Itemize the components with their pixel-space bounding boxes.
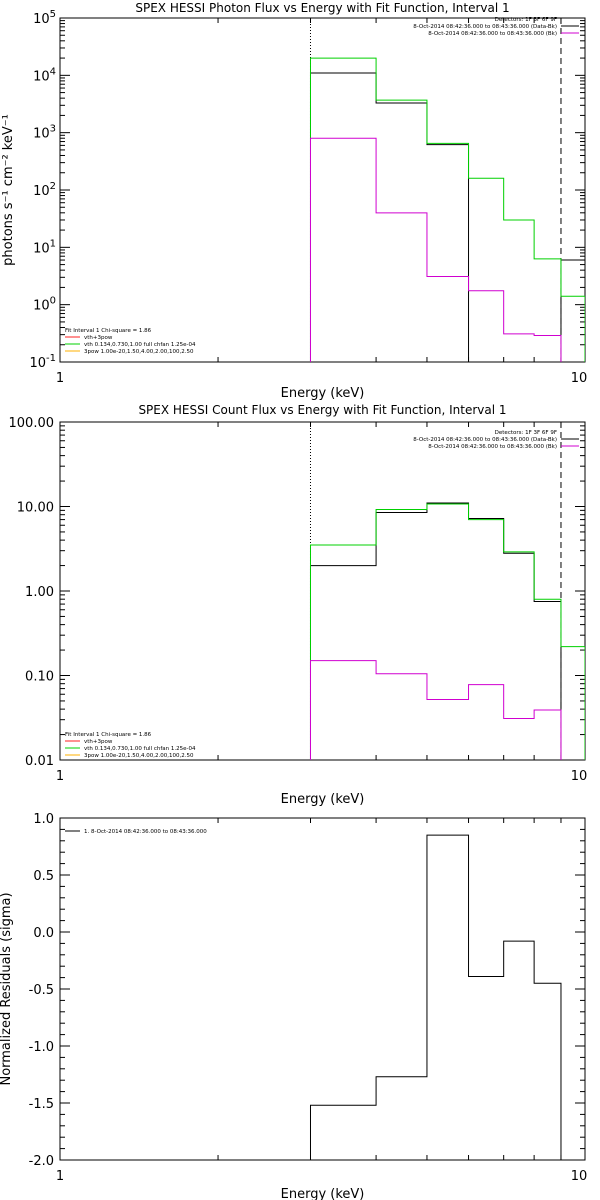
y-tick-label: -1.0	[29, 1040, 54, 1055]
plot-frame	[59, 17, 586, 363]
y-tick-label: 1.00	[25, 585, 54, 600]
plot-frame	[59, 817, 586, 1161]
chart-title: SPEX HESSI Count Flux vs Energy with Fit…	[138, 403, 506, 417]
legend-right-entry: 8-Oct-2014 08:42:36.000 to 08:43:36.000 …	[428, 444, 557, 450]
y-tick-label: -1.5	[29, 1097, 54, 1112]
series-bk-step	[309, 137, 562, 362]
series-residuals-step	[309, 834, 562, 1160]
legend-right-entry: 8-Oct-2014 08:42:36.000 to 08:43:36.000 …	[413, 437, 557, 443]
series-bk-step	[309, 660, 562, 760]
legend-right-entry: 8-Oct-2014 08:42:36.000 to 08:43:36.000 …	[428, 31, 557, 37]
legend-left-entry: vth 0.134,0.730,1.00 full chfan 1.25e-04	[84, 342, 196, 348]
y-tick-label: 100.00	[9, 416, 55, 431]
legend-left-entry: Fit Interval 1 Chi-square = 1.86	[65, 732, 152, 738]
x-tick-label: 1	[56, 769, 64, 784]
legend-left-entry: 3pow 1.00e-20,1.50,4.00,2.00,100,2.50	[84, 753, 194, 759]
y-tick-label: 105	[33, 9, 56, 27]
series-data-bk-step	[560, 259, 585, 362]
panel-2: SPEX HESSI Count Flux vs Energy with Fit…	[9, 403, 588, 807]
x-axis-label: Energy (keV)	[281, 1187, 365, 1200]
x-tick-label: 10	[571, 1169, 588, 1184]
legend-left-entry: Fit Interval 1 Chi-square = 1.86	[65, 328, 152, 334]
y-tick-label: 0.01	[25, 754, 54, 769]
legend-left-entry: 3pow 1.00e-20,1.50,4.00,2.00,100,2.50	[84, 349, 194, 355]
y-tick-label: -0.5	[29, 983, 54, 998]
panel-3: 1 10 Energy (keV) 1.0 0.5 0.0 -0.5 -1.0 -1.5 -2.0…	[0, 812, 587, 1200]
x-axis-label: Energy (keV)	[281, 792, 365, 807]
legend-left-entry: vth+3pow	[84, 739, 113, 745]
y-tick-label: -2.0	[29, 1154, 54, 1169]
x-axis-label: Energy (keV)	[281, 386, 365, 401]
y-tick-label: 0.10	[25, 670, 54, 685]
y-tick-label: 104	[33, 66, 56, 84]
y-tick-label: 10-1	[29, 353, 56, 371]
x-tick-label: 10	[571, 371, 588, 386]
y-tick-label: 1.0	[33, 812, 54, 827]
panel-1: SPEX HESSI Photon Flux vs Energy with Fi…	[1, 1, 587, 401]
y-tick-label: 0.5	[33, 869, 54, 884]
series-vth-3pow-step	[309, 57, 585, 362]
x-tick-label: 10	[571, 769, 588, 784]
x-tick-label: 1	[56, 1169, 64, 1184]
legend-left-entry: vth+3pow	[84, 335, 113, 341]
legend-left-entry: 1. 8-Oct-2014 08:42:36.000 to 08:43:36.0…	[84, 829, 207, 835]
y-tick-label: 103	[33, 124, 56, 142]
legend-right-entry: Detectors: 1F 3F 6F 9F	[495, 17, 557, 23]
y-axis-label: Normalized Residuals (sigma)	[0, 892, 14, 1085]
x-tick-label: 1	[56, 371, 64, 386]
y-axis-label: photons s⁻¹ cm⁻² keV⁻¹	[1, 114, 16, 266]
legend-right-entry: 8-Oct-2014 08:42:36.000 to 08:43:36.000 …	[413, 24, 557, 30]
plot-frame	[59, 421, 586, 761]
y-tick-label: 102	[33, 181, 56, 199]
series-vth-3pow-step	[309, 503, 585, 760]
y-tick-label: 100	[33, 296, 56, 314]
series-data-bk-step	[309, 72, 470, 362]
y-tick-label: 101	[33, 238, 56, 256]
y-tick-label: 10.00	[17, 501, 54, 516]
legend-left-entry: vth 0.134,0.730,1.00 full chfan 1.25e-04	[84, 746, 196, 752]
y-tick-label: 0.0	[33, 926, 54, 941]
chart-title: SPEX HESSI Photon Flux vs Energy with Fi…	[135, 1, 509, 15]
series-data-bk-step	[309, 502, 562, 760]
legend-right-entry: Detectors: 1F 3F 6F 9F	[495, 430, 557, 436]
